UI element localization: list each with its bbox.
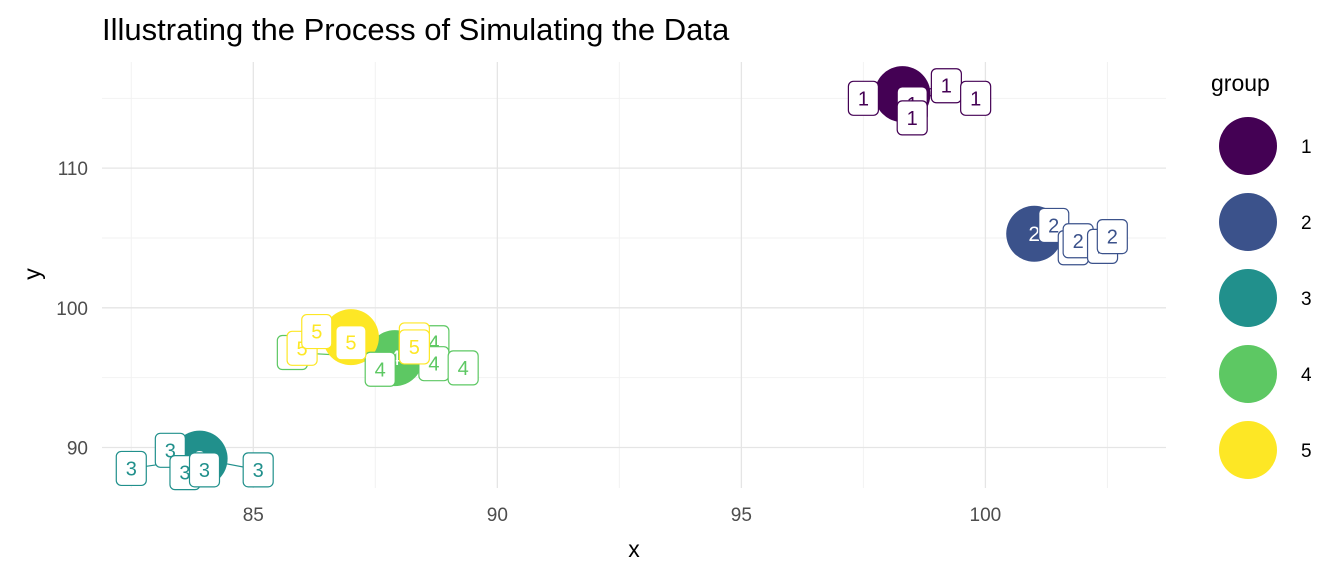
legend-key xyxy=(1219,117,1277,175)
sample-point-label: 4 xyxy=(458,358,469,380)
sample-point-label: 4 xyxy=(375,359,386,381)
legend-label: 1 xyxy=(1301,137,1312,158)
sample-point-label: 3 xyxy=(253,460,264,482)
legend-key xyxy=(1219,345,1277,403)
sample-point-label: 1 xyxy=(907,108,918,130)
legend-title: group xyxy=(1211,70,1270,96)
sample-point-label: 1 xyxy=(941,76,952,98)
sample-point-label-box xyxy=(188,452,221,488)
sample-point-label: 5 xyxy=(409,337,420,359)
sample-point-label-box xyxy=(301,313,333,350)
x-tick-label: 95 xyxy=(731,505,752,526)
sample-point-label-box xyxy=(896,100,928,136)
legend-key xyxy=(1219,269,1277,327)
sample-point-label-box xyxy=(115,450,147,487)
sample-point-label: 1 xyxy=(858,88,869,110)
sample-point-label: 4 xyxy=(428,354,439,376)
sample-point-label-box xyxy=(960,80,992,116)
sample-point-label: 2 xyxy=(1073,231,1084,253)
sample-point-label: 5 xyxy=(297,338,308,360)
y-tick-label: 90 xyxy=(67,438,88,459)
chart-title: Illustrating the Process of Simulating t… xyxy=(102,12,730,47)
sample-point-label-box xyxy=(242,452,274,488)
legend-label: 4 xyxy=(1301,365,1312,386)
sample-point-label: 1 xyxy=(970,88,981,110)
x-tick-label: 90 xyxy=(487,505,508,526)
x-tick-label: 100 xyxy=(970,505,1002,526)
y-tick-label: 110 xyxy=(58,159,88,180)
sample-point-label-box xyxy=(847,80,879,116)
sample-point-label-box xyxy=(447,350,479,386)
grid xyxy=(102,62,1166,488)
sample-point-label-box xyxy=(398,329,430,365)
sample-point-label-box xyxy=(1096,218,1128,255)
y-axis-title: y xyxy=(19,268,45,280)
legend-key xyxy=(1219,193,1277,251)
sample-point-label: 3 xyxy=(165,440,176,462)
y-tick-label: 100 xyxy=(56,299,88,320)
legend-key xyxy=(1219,421,1277,479)
sample-point-label: 2 xyxy=(1107,227,1118,249)
sample-point-label-box xyxy=(335,325,367,361)
sample-point-label: 3 xyxy=(126,458,137,480)
plot-marks: 123451111122222333334444455555 xyxy=(115,66,1128,491)
group-center-label: 2 xyxy=(1028,223,1040,246)
x-axis-title: x xyxy=(628,536,640,562)
sample-point-label: 3 xyxy=(199,460,210,482)
sample-point-label: 4 xyxy=(428,333,439,355)
sample-point-label: 3 xyxy=(179,463,190,485)
legend: group 1 2 3 4 5 xyxy=(1211,70,1312,479)
sample-point-label: 2 xyxy=(1048,215,1059,237)
axis-ticks: 85 90 95 100 90 100 110 xyxy=(56,159,1001,526)
legend-label: 5 xyxy=(1301,441,1312,462)
sample-point-label-box xyxy=(364,351,396,387)
legend-label: 2 xyxy=(1301,213,1312,234)
legend-label: 3 xyxy=(1301,289,1312,310)
sample-point-label: 5 xyxy=(311,322,322,344)
x-tick-label: 85 xyxy=(243,505,264,526)
sample-point-label: 5 xyxy=(345,333,356,355)
